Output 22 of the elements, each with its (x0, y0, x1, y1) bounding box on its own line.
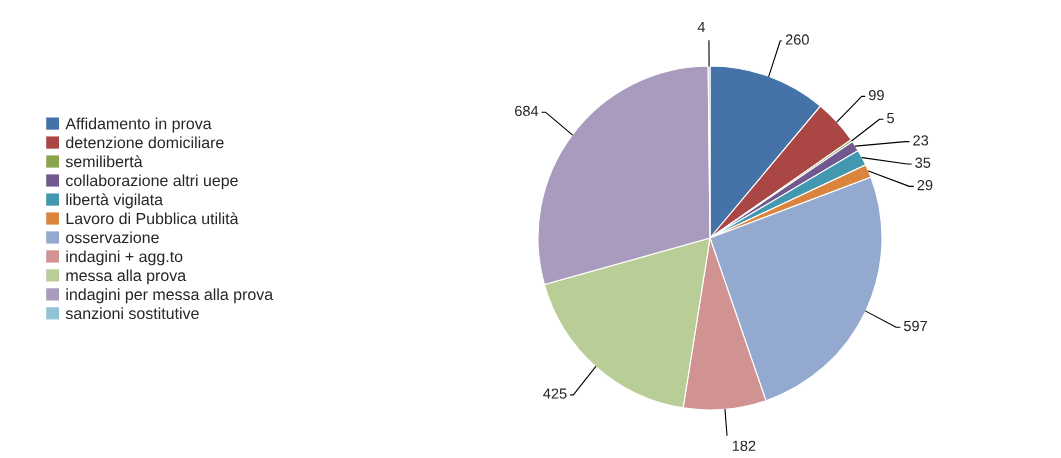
legend-label: sanzioni sostitutive (65, 307, 199, 320)
data-label: 99 (868, 89, 884, 101)
data-label: 4 (697, 21, 706, 32)
legend-label: semilibertà (65, 155, 143, 168)
legend-label: collaborazione altri uepe (66, 174, 238, 190)
legend-label: indagini per messa alla prova (66, 288, 274, 304)
data-label: 597 (903, 320, 927, 332)
data-label: 5 (887, 113, 894, 124)
legend-label: messa alla prova (66, 269, 187, 285)
data-label: 260 (785, 34, 809, 45)
data-label: 23 (913, 135, 929, 146)
data-label: 425 (543, 388, 567, 399)
data-label: 684 (515, 105, 539, 117)
data-label: 35 (915, 157, 931, 168)
legend-label: Affidamento in prova (65, 117, 212, 133)
legend-label: osservazione (66, 231, 159, 244)
data-label: 29 (917, 179, 933, 191)
legend-label: indagini + agg.to (66, 250, 183, 266)
legend-label: libertà vigilata (66, 193, 164, 209)
legend-label: Lavoro di Pubblica utilità (66, 212, 239, 225)
data-label: 182 (732, 440, 756, 451)
legend-label: detenzione domiciliare (66, 136, 224, 149)
